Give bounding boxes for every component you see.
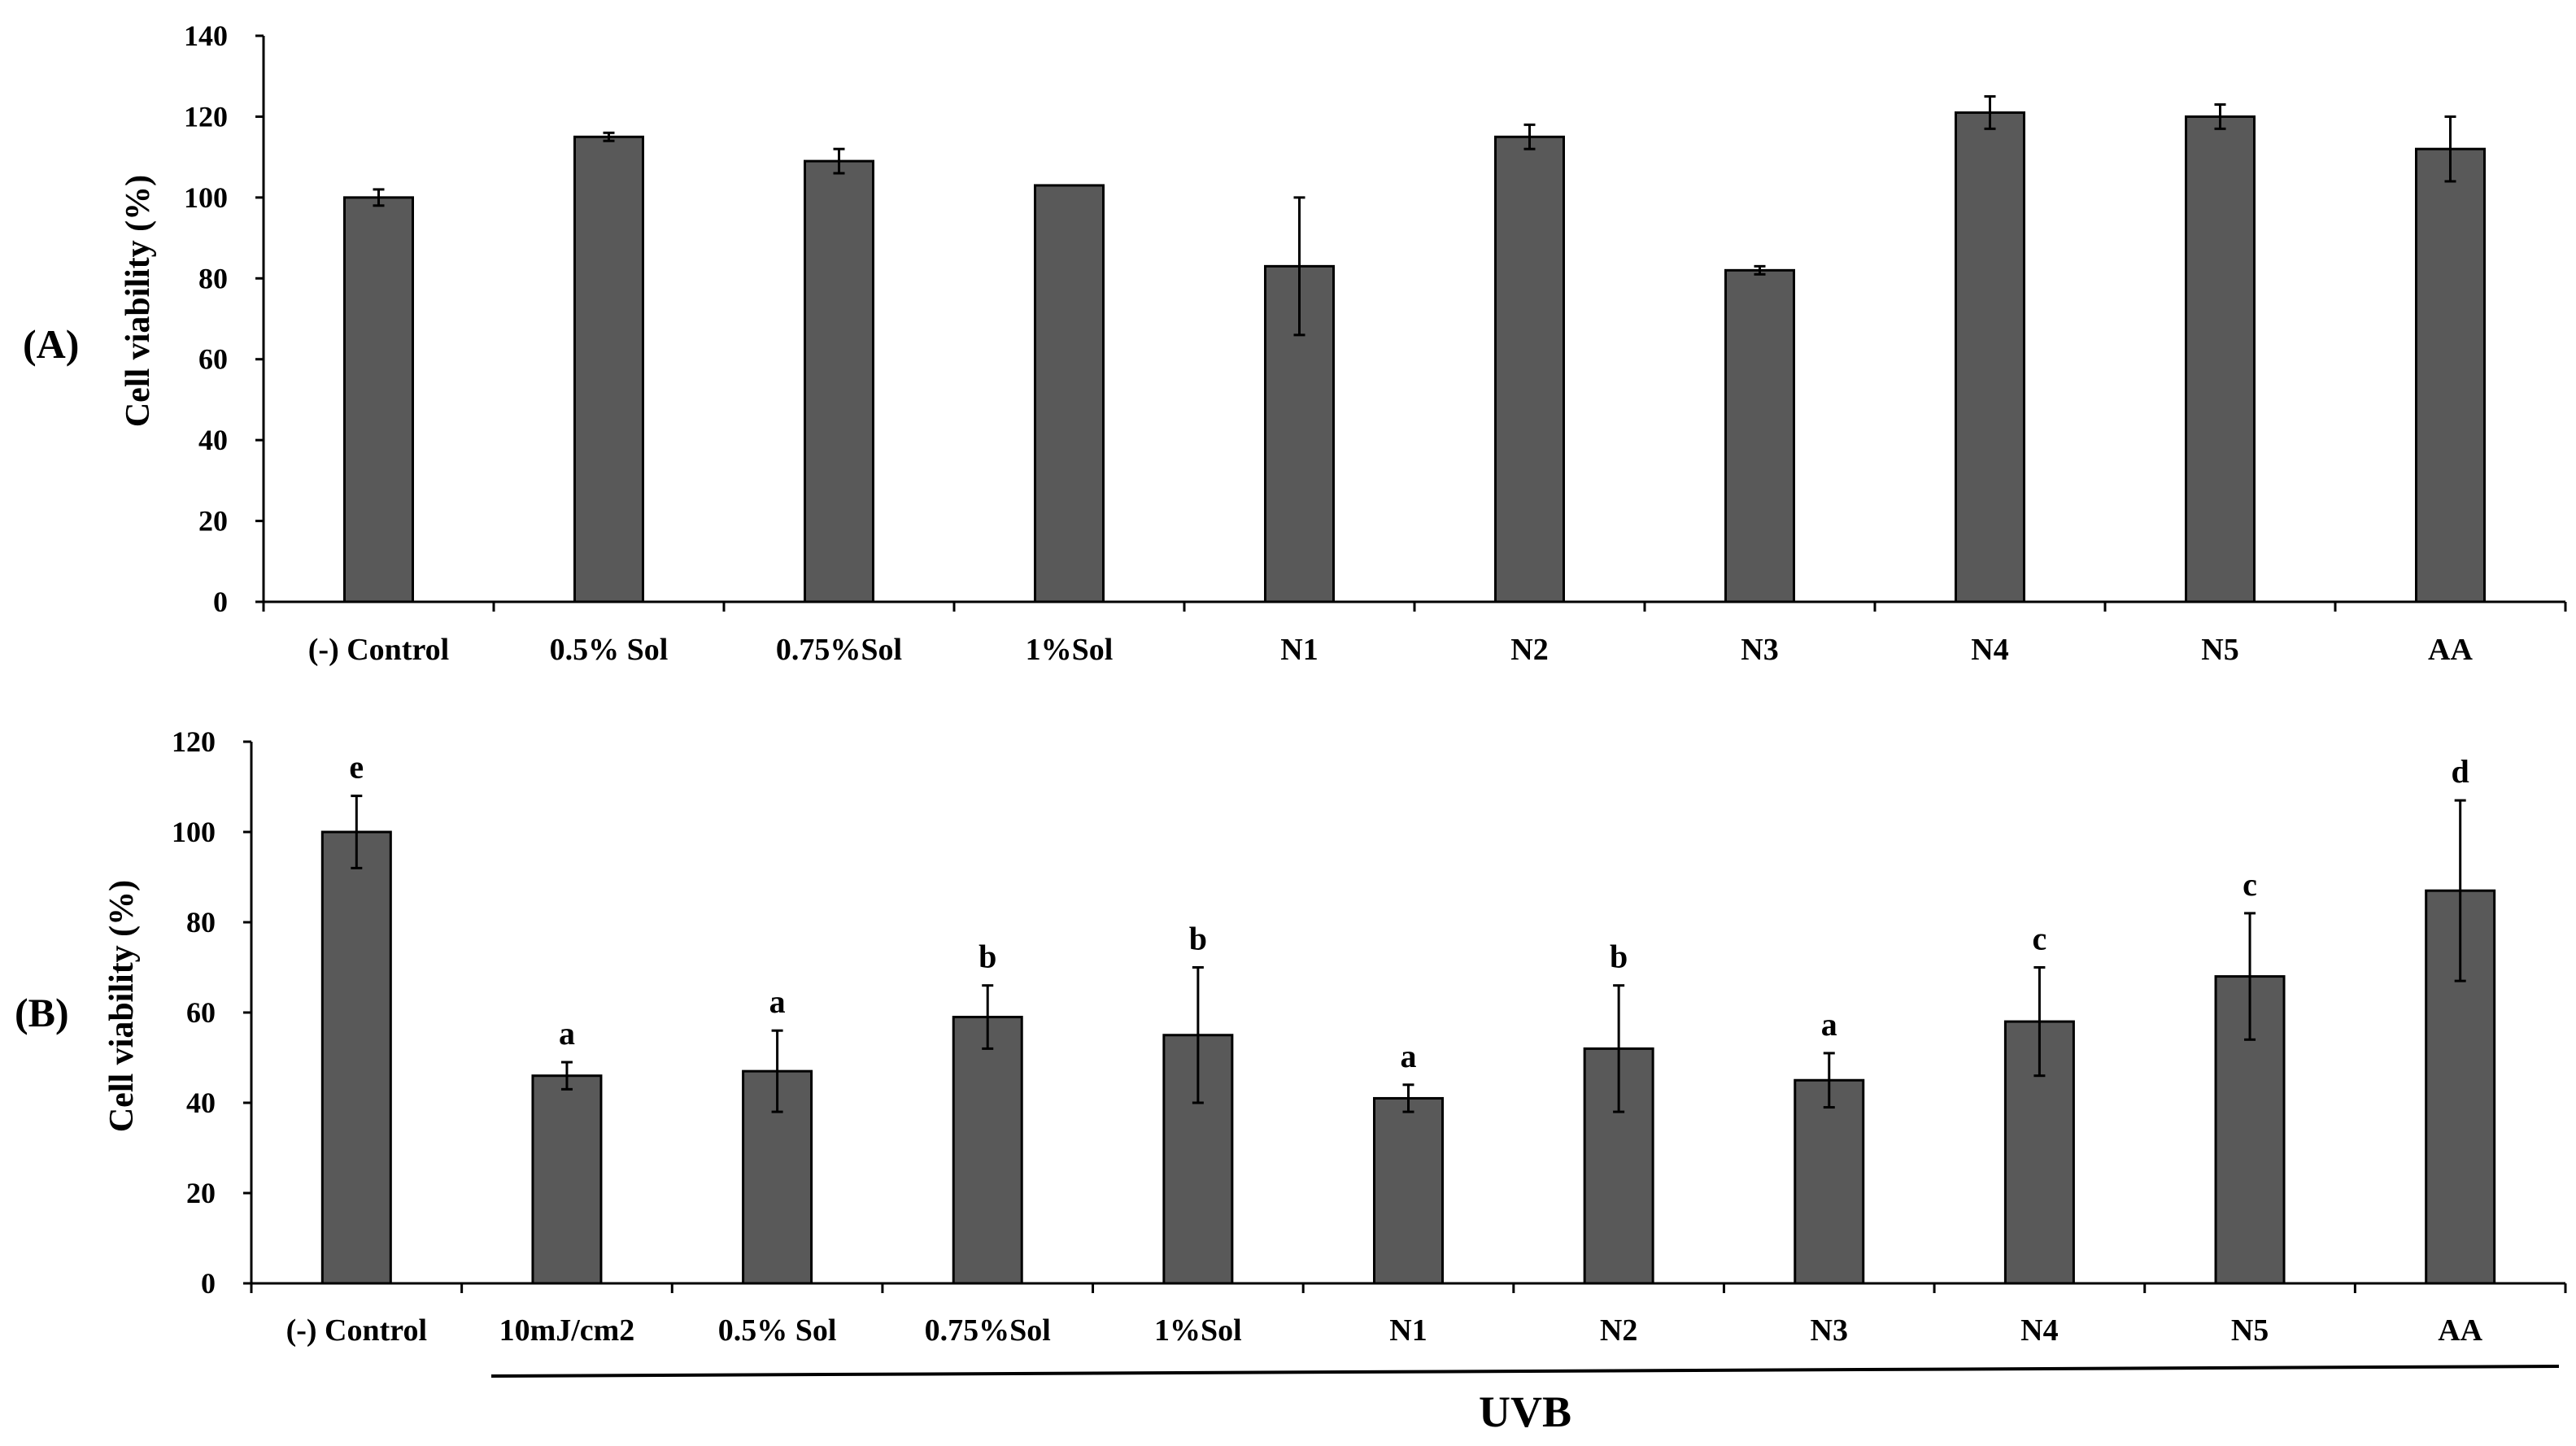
significance-letter: b: [1189, 921, 1207, 957]
panel-a-y-tick-label: 20: [198, 505, 228, 538]
category-label: 0.75%Sol: [925, 1313, 1051, 1348]
panel-a-y-tick-label: 40: [198, 424, 228, 456]
bar: [320, 830, 392, 1285]
bar: [531, 1074, 603, 1285]
bar: [1034, 184, 1105, 603]
category-label: N1: [1389, 1313, 1427, 1348]
panel-b-y-tick-label: 80: [186, 906, 216, 939]
panel-b-y-tick-label: 100: [172, 816, 216, 848]
uvb-bracket-label: UVB: [1479, 1387, 1571, 1436]
category-label: (-) Control: [286, 1313, 427, 1348]
panel-a-y-tick-label: 100: [184, 181, 228, 214]
significance-letter: b: [1610, 939, 1628, 975]
panel-a-bars: [343, 111, 2486, 603]
panel-a-y-tick-label: 120: [184, 100, 228, 133]
significance-letter: a: [769, 983, 786, 1020]
category-label: 1%Sol: [1026, 633, 1114, 667]
uvb-bracket-line: [490, 1365, 2560, 1378]
significance-letter: a: [1401, 1038, 1417, 1074]
panel-b-chart: (B) Cell viability (%) 0 20 40 60 80 100 120 e…: [15, 725, 2567, 1436]
category-label: AA: [2428, 633, 2473, 667]
significance-letter: d: [2452, 753, 2469, 790]
panel-b-y-ticks: 0 20 40 60 80 100 120: [172, 725, 251, 1300]
category-label: N5: [2231, 1313, 2269, 1348]
category-label: N5: [2201, 633, 2238, 667]
bar: [1794, 1078, 1865, 1285]
panel-b-y-tick-label: 60: [186, 996, 216, 1029]
significance-letter: c: [2243, 866, 2257, 903]
panel-a-error-bars: [373, 95, 2456, 337]
bar: [1494, 135, 1565, 603]
category-label: 0.5% Sol: [550, 633, 669, 667]
panel-b-x-ticks: [250, 1283, 2567, 1293]
significance-letter: b: [979, 939, 996, 975]
panel-a-x-ticks: [262, 602, 2567, 612]
category-label: N4: [2020, 1313, 2058, 1348]
panel-b-y-tick-label: 40: [186, 1087, 216, 1119]
significance-letter: e: [349, 749, 364, 786]
significance-letter: a: [1821, 1006, 1837, 1043]
category-label: 0.75%Sol: [776, 633, 902, 667]
panel-b-y-axis-label: Cell viability (%): [103, 880, 141, 1132]
panel-b-tag: (B): [15, 990, 69, 1035]
panel-b-category-labels: (-) Control 10mJ/cm2 0.5% Sol 0.75%Sol 1%Sol…: [286, 1313, 2483, 1348]
panel-a-y-axis-label: Cell viability (%): [120, 175, 157, 427]
panel-a-tag: (A): [23, 321, 79, 367]
panel-a-y-tick-label: 140: [184, 20, 228, 52]
bar: [343, 196, 414, 603]
significance-letter: a: [559, 1015, 575, 1052]
category-label: N1: [1280, 633, 1318, 667]
panel-b-y-tick-label: 120: [172, 725, 216, 758]
category-label: N2: [1510, 633, 1548, 667]
panel-a-category-labels: (-) Control 0.5% Sol 0.75%Sol 1%Sol N1 N2 N3 N4…: [308, 633, 2474, 667]
panel-a-y-ticks: 0 20 40 60 80 100 120 140: [184, 20, 264, 618]
category-label: N4: [1971, 633, 2008, 667]
bar: [2415, 147, 2486, 603]
category-label: 10mJ/cm2: [499, 1313, 635, 1348]
panel-b-error-bars: [351, 795, 2466, 1113]
category-label: AA: [2438, 1313, 2482, 1348]
bar: [1955, 111, 2025, 603]
category-label: 1%Sol: [1154, 1313, 1242, 1348]
bar: [2185, 115, 2256, 603]
category-label: N3: [1811, 1313, 1848, 1348]
bar: [1373, 1096, 1444, 1285]
significance-letter: c: [2033, 921, 2047, 957]
bar: [952, 1016, 1023, 1285]
panel-b-significance-letters: e a a b b a b a c c d: [349, 749, 2469, 1074]
category-label: N3: [1741, 633, 1778, 667]
panel-a-y-tick-label: 0: [213, 586, 228, 618]
category-label: 0.5% Sol: [718, 1313, 837, 1348]
panel-a-y-tick-label: 60: [198, 343, 228, 376]
panel-b-y-tick-label: 20: [186, 1177, 216, 1209]
category-label: (-) Control: [308, 633, 449, 667]
panel-a-y-tick-label: 80: [198, 262, 228, 294]
bar: [1724, 268, 1795, 603]
category-label: N2: [1600, 1313, 1637, 1348]
bar: [573, 135, 644, 603]
bar: [804, 159, 874, 603]
panel-a-chart: (A) Cell viability (%) 0 20 40 60 80 100 120 14…: [23, 20, 2567, 667]
panel-b-y-tick-label: 0: [201, 1267, 216, 1300]
